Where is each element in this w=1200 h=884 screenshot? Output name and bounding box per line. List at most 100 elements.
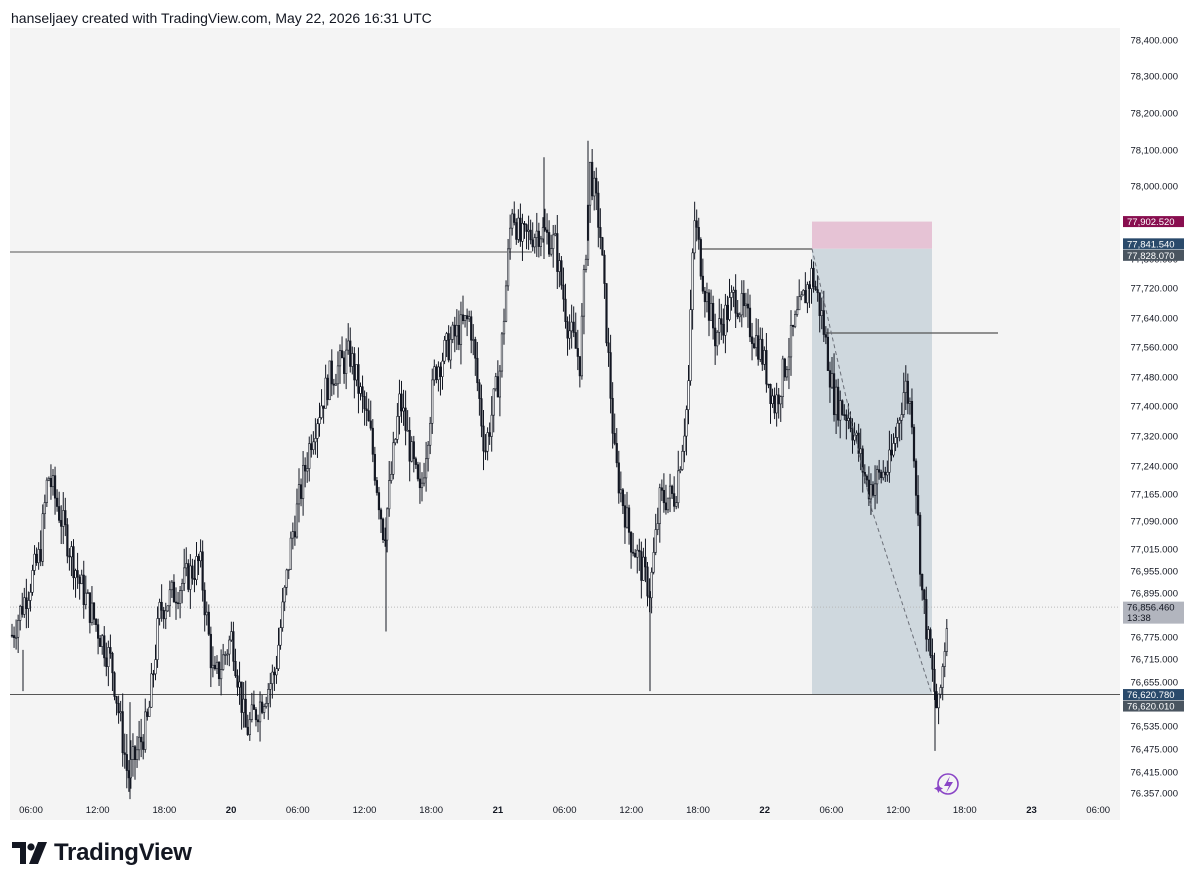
candle-body (517, 217, 520, 240)
x-tick-label: 18:00 (953, 805, 977, 816)
candle (363, 390, 366, 426)
candle-body (113, 672, 116, 697)
candle (882, 460, 885, 481)
candle (269, 672, 272, 708)
candle (240, 681, 243, 730)
candle (189, 554, 192, 609)
candle-body (837, 386, 840, 421)
candle-body (55, 497, 59, 507)
y-tick-label: 76.357.000 (1130, 789, 1178, 800)
candle (906, 373, 909, 415)
candle-body (33, 553, 36, 571)
candle (599, 208, 602, 250)
candle-body (60, 520, 63, 527)
candle (597, 181, 600, 248)
candle (627, 504, 631, 545)
candle (705, 282, 709, 313)
candle (617, 450, 620, 504)
candle-body (480, 398, 483, 427)
candle (658, 483, 661, 543)
candle (695, 209, 698, 242)
candle (898, 417, 901, 442)
candle-body (607, 342, 610, 353)
candle (166, 605, 169, 613)
candle (285, 568, 288, 596)
candle-body (408, 429, 411, 462)
candle-body (552, 234, 555, 249)
candle (736, 300, 739, 320)
candle-body (297, 484, 301, 505)
candle-body (767, 383, 770, 386)
candle-body (166, 605, 169, 612)
x-tick-label: 06:00 (553, 805, 577, 816)
x-tick-label: 06:00 (19, 805, 43, 816)
candle-body (545, 229, 549, 233)
candle (424, 441, 428, 492)
candle-body (472, 339, 475, 341)
candle-body (529, 229, 532, 241)
candle (638, 538, 641, 571)
candle-body (666, 497, 670, 511)
candle (502, 308, 506, 345)
candle (213, 656, 217, 671)
candle-body (379, 509, 383, 520)
candle (289, 531, 292, 570)
candle-body (771, 395, 774, 404)
candle (576, 329, 579, 371)
candle (10, 623, 14, 638)
tradingview-logo[interactable]: TradingView (12, 838, 192, 868)
candle (80, 569, 83, 585)
candle-body (894, 437, 897, 444)
candle-body (773, 395, 776, 414)
candle (342, 351, 346, 384)
candle-body (92, 602, 96, 620)
candle-body (730, 292, 733, 298)
candle-body (381, 518, 385, 540)
candle (492, 388, 495, 433)
candle (263, 703, 266, 720)
candle-body (201, 551, 204, 591)
candle (545, 213, 549, 245)
candle-body (109, 647, 112, 654)
candle (650, 567, 653, 614)
candle-body (138, 736, 141, 751)
stop-loss-zone (812, 221, 932, 249)
candle-body (375, 480, 379, 493)
candle (777, 387, 780, 419)
candle-body (693, 220, 696, 254)
candle-body (732, 289, 735, 293)
candle (160, 584, 163, 622)
candle-body (283, 586, 286, 603)
candle (535, 212, 538, 257)
candle (400, 380, 403, 423)
candle (603, 250, 606, 299)
candle-body (509, 227, 512, 250)
candle (834, 379, 838, 434)
candle-body (884, 471, 887, 476)
candle (353, 347, 356, 399)
candle (322, 405, 325, 424)
candle (41, 504, 44, 567)
candle-body (621, 489, 624, 507)
candle-body (656, 523, 659, 530)
projection-path (811, 248, 933, 695)
candle-body (41, 513, 44, 562)
candle (945, 619, 948, 657)
plot-area[interactable] (10, 28, 1120, 820)
candle-body (123, 752, 126, 755)
candle (252, 690, 256, 710)
candle-body (851, 428, 854, 441)
candle (39, 530, 42, 567)
candle-body (822, 310, 825, 335)
price-label-bg (1123, 601, 1184, 624)
candle-body (287, 568, 290, 571)
candle-body (898, 419, 901, 424)
candle-body (256, 719, 260, 723)
candle (107, 640, 110, 687)
candle-body (705, 292, 709, 303)
candle-body (345, 349, 348, 374)
candle-body (392, 442, 395, 475)
candle (338, 344, 342, 384)
candle-body (929, 629, 932, 656)
